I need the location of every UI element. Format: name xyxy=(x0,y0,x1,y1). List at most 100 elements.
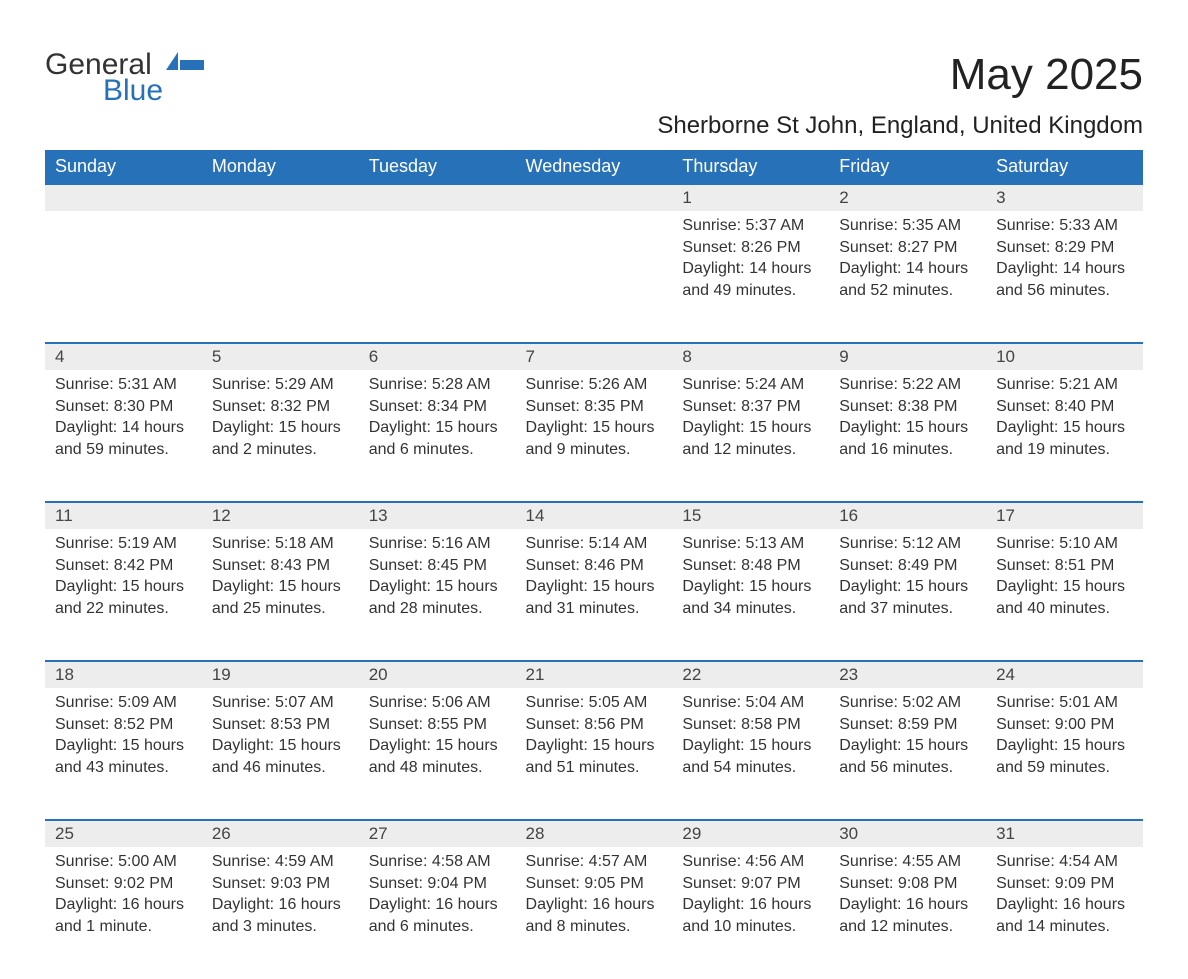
day-details-cell: Sunrise: 5:22 AMSunset: 8:38 PMDaylight:… xyxy=(829,370,986,502)
day-number-cell: 7 xyxy=(516,343,673,370)
daylight-text: Daylight: 15 hours and 16 minutes. xyxy=(839,417,976,460)
day-number-cell: 21 xyxy=(516,661,673,688)
day-number-cell: 12 xyxy=(202,502,359,529)
header: General Blue May 2025 xyxy=(45,50,1143,106)
sunset-text: Sunset: 9:05 PM xyxy=(526,873,663,895)
sunset-text: Sunset: 9:03 PM xyxy=(212,873,349,895)
day-details-cell: Sunrise: 5:04 AMSunset: 8:58 PMDaylight:… xyxy=(672,688,829,820)
day-number-cell: 4 xyxy=(45,343,202,370)
day-details-cell: Sunrise: 4:56 AMSunset: 9:07 PMDaylight:… xyxy=(672,847,829,979)
sunrise-text: Sunrise: 5:22 AM xyxy=(839,374,976,396)
day-details-cell: Sunrise: 4:54 AMSunset: 9:09 PMDaylight:… xyxy=(986,847,1143,979)
daylight-text: Daylight: 16 hours and 6 minutes. xyxy=(369,894,506,937)
weekday-header: Monday xyxy=(202,150,359,184)
sunrise-text: Sunrise: 5:18 AM xyxy=(212,533,349,555)
day-details-row: Sunrise: 5:00 AMSunset: 9:02 PMDaylight:… xyxy=(45,847,1143,979)
day-number-cell: 2 xyxy=(829,184,986,211)
sunset-text: Sunset: 9:08 PM xyxy=(839,873,976,895)
day-number-cell xyxy=(359,184,516,211)
sunrise-text: Sunrise: 5:01 AM xyxy=(996,692,1133,714)
day-number-cell: 26 xyxy=(202,820,359,847)
day-details-cell: Sunrise: 5:06 AMSunset: 8:55 PMDaylight:… xyxy=(359,688,516,820)
sunrise-text: Sunrise: 4:54 AM xyxy=(996,851,1133,873)
sunset-text: Sunset: 8:58 PM xyxy=(682,714,819,736)
sunset-text: Sunset: 8:53 PM xyxy=(212,714,349,736)
sunset-text: Sunset: 8:48 PM xyxy=(682,555,819,577)
logo-flag-icon xyxy=(166,48,204,81)
sunset-text: Sunset: 8:45 PM xyxy=(369,555,506,577)
day-details-cell: Sunrise: 5:31 AMSunset: 8:30 PMDaylight:… xyxy=(45,370,202,502)
sunset-text: Sunset: 8:32 PM xyxy=(212,396,349,418)
daylight-text: Daylight: 15 hours and 28 minutes. xyxy=(369,576,506,619)
day-number-cell: 28 xyxy=(516,820,673,847)
day-number-cell xyxy=(45,184,202,211)
sunrise-text: Sunrise: 5:06 AM xyxy=(369,692,506,714)
weekday-header: Tuesday xyxy=(359,150,516,184)
day-details-row: Sunrise: 5:31 AMSunset: 8:30 PM Daylight:… xyxy=(45,370,1143,502)
day-number-cell: 6 xyxy=(359,343,516,370)
day-details-cell: Sunrise: 5:13 AMSunset: 8:48 PMDaylight:… xyxy=(672,529,829,661)
day-details-cell: Sunrise: 5:29 AMSunset: 8:32 PMDaylight:… xyxy=(202,370,359,502)
day-number-cell: 11 xyxy=(45,502,202,529)
sunset-text: Sunset: 8:29 PM xyxy=(996,237,1133,259)
daylight-text: Daylight: 15 hours and 40 minutes. xyxy=(996,576,1133,619)
day-details-cell: Sunrise: 5:07 AMSunset: 8:53 PMDaylight:… xyxy=(202,688,359,820)
daylight-text: Daylight: 16 hours and 14 minutes. xyxy=(996,894,1133,937)
day-number-cell: 31 xyxy=(986,820,1143,847)
day-details-cell: Sunrise: 5:00 AMSunset: 9:02 PMDaylight:… xyxy=(45,847,202,979)
sunset-text: Sunset: 8:46 PM xyxy=(526,555,663,577)
day-number-cell: 17 xyxy=(986,502,1143,529)
sunrise-text: Sunrise: 5:14 AM xyxy=(526,533,663,555)
daylight-text: Daylight: 15 hours and 51 minutes. xyxy=(526,735,663,778)
sunset-text: Sunset: 8:42 PM xyxy=(55,555,192,577)
sunset-text: Sunset: 8:55 PM xyxy=(369,714,506,736)
day-details-cell: Sunrise: 5:10 AMSunset: 8:51 PMDaylight:… xyxy=(986,529,1143,661)
sunrise-text: Sunrise: 5:28 AM xyxy=(369,374,506,396)
day-details-cell xyxy=(359,211,516,343)
day-number-cell: 14 xyxy=(516,502,673,529)
daylight-text: Daylight: 15 hours and 59 minutes. xyxy=(996,735,1133,778)
day-details-cell: Sunrise: 5:09 AMSunset: 8:52 PMDaylight:… xyxy=(45,688,202,820)
daylight-text: Daylight: 15 hours and 54 minutes. xyxy=(682,735,819,778)
daylight-text: Daylight: 14 hours and 52 minutes. xyxy=(839,258,976,301)
day-number-cell: 27 xyxy=(359,820,516,847)
day-number-cell: 25 xyxy=(45,820,202,847)
sunrise-text: Sunrise: 5:05 AM xyxy=(526,692,663,714)
daylight-text: Daylight: 15 hours and 34 minutes. xyxy=(682,576,819,619)
day-details-cell: Sunrise: 4:55 AMSunset: 9:08 PMDaylight:… xyxy=(829,847,986,979)
day-details-cell: Sunrise: 5:21 AMSunset: 8:40 PMDaylight:… xyxy=(986,370,1143,502)
day-number-cell: 24 xyxy=(986,661,1143,688)
sunset-text: Sunset: 8:52 PM xyxy=(55,714,192,736)
day-details-cell: Sunrise: 5:33 AMSunset: 8:29 PMDaylight:… xyxy=(986,211,1143,343)
daylight-text: Daylight: 16 hours and 10 minutes. xyxy=(682,894,819,937)
day-number-cell: 22 xyxy=(672,661,829,688)
day-details-row: Sunrise: 5:09 AMSunset: 8:52 PMDaylight:… xyxy=(45,688,1143,820)
day-details-cell: Sunrise: 5:01 AMSunset: 9:00 PMDaylight:… xyxy=(986,688,1143,820)
day-details-cell: Sunrise: 5:28 AMSunset: 8:34 PMDaylight:… xyxy=(359,370,516,502)
sunset-text: Sunset: 8:26 PM xyxy=(682,237,819,259)
day-number-cell: 1 xyxy=(672,184,829,211)
sunrise-text: Sunrise: 5:04 AM xyxy=(682,692,819,714)
day-details-cell: Sunrise: 5:37 AMSunset: 8:26 PMDaylight:… xyxy=(672,211,829,343)
day-details-cell xyxy=(202,211,359,343)
day-number-cell: 30 xyxy=(829,820,986,847)
sunset-text: Sunset: 8:30 PM xyxy=(55,396,192,418)
day-number-cell: 10 xyxy=(986,343,1143,370)
daylight-text: Daylight: 14 hours and 56 minutes. xyxy=(996,258,1133,301)
day-number-cell: 15 xyxy=(672,502,829,529)
day-details-cell: Sunrise: 5:05 AMSunset: 8:56 PMDaylight:… xyxy=(516,688,673,820)
day-number-cell xyxy=(516,184,673,211)
sunrise-text: Sunrise: 5:00 AM xyxy=(55,851,192,873)
daylight-text: Daylight: 16 hours and 1 minute. xyxy=(55,894,192,937)
day-number-row: 11121314151617 xyxy=(45,502,1143,529)
sunrise-text: Sunrise: 5:35 AM xyxy=(839,215,976,237)
day-details-row: Sunrise: 5:37 AMSunset: 8:26 PMDaylight:… xyxy=(45,211,1143,343)
day-details-cell: Sunrise: 4:57 AMSunset: 9:05 PMDaylight:… xyxy=(516,847,673,979)
sunset-text: Sunset: 9:00 PM xyxy=(996,714,1133,736)
sunrise-text: Sunrise: 5:31 AM xyxy=(55,374,192,396)
logo: General Blue xyxy=(45,50,204,106)
day-number-cell: 9 xyxy=(829,343,986,370)
daylight-text: Daylight: 15 hours and 19 minutes. xyxy=(996,417,1133,460)
sunrise-text: Sunrise: 5:26 AM xyxy=(526,374,663,396)
sunrise-text: Sunrise: 5:24 AM xyxy=(682,374,819,396)
